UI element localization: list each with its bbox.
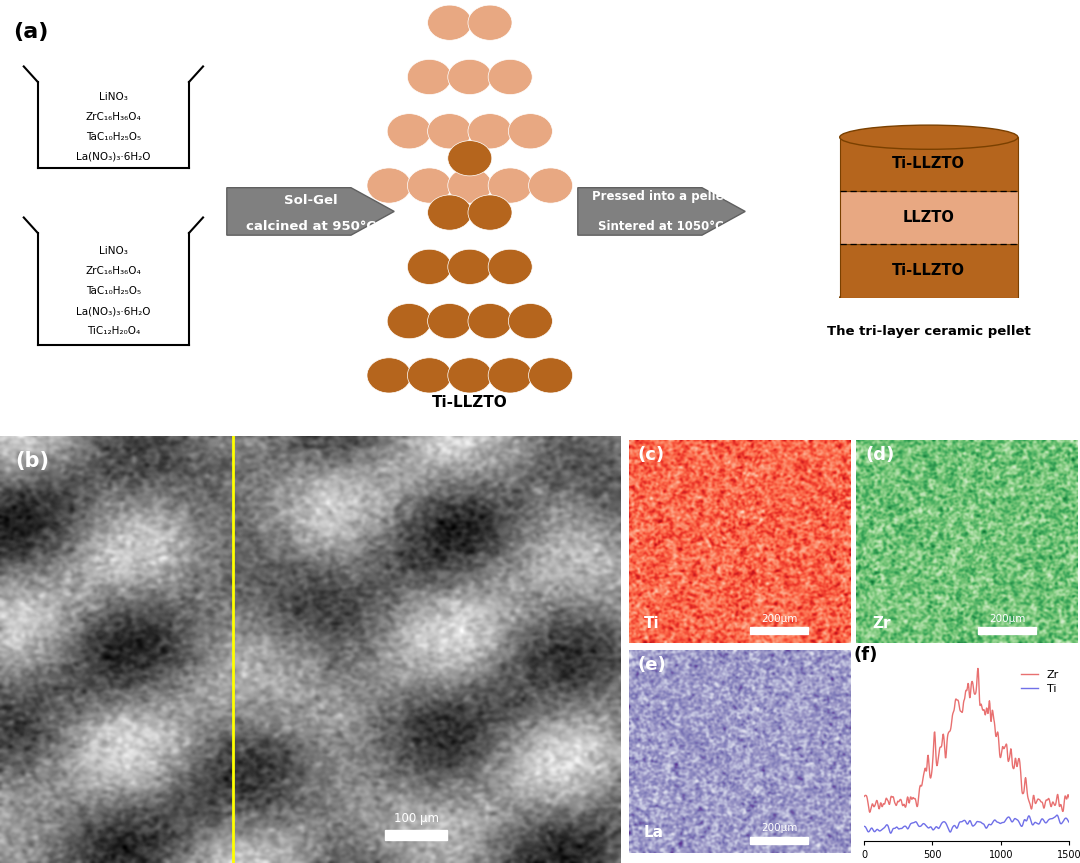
Zr xyxy=(981,703,994,714)
Ti xyxy=(1063,817,1076,828)
Circle shape xyxy=(407,60,451,95)
Circle shape xyxy=(468,195,512,230)
Circle shape xyxy=(428,5,472,41)
Ti xyxy=(957,816,970,826)
Circle shape xyxy=(388,114,431,148)
Circle shape xyxy=(509,114,552,148)
Zr xyxy=(957,702,970,712)
Circle shape xyxy=(448,358,491,393)
Text: The tri-layer ceramic pellet: The tri-layer ceramic pellet xyxy=(827,325,1030,338)
Bar xyxy=(751,627,808,633)
Text: LLZTO: LLZTO xyxy=(443,205,497,220)
FancyArrow shape xyxy=(227,188,394,236)
Circle shape xyxy=(428,114,472,148)
Text: La(NO₃)₃·6H₂O: La(NO₃)₃·6H₂O xyxy=(77,152,150,162)
Bar xyxy=(384,830,447,840)
Ti xyxy=(980,823,993,834)
Circle shape xyxy=(488,168,532,203)
Circle shape xyxy=(509,304,552,339)
Circle shape xyxy=(428,304,472,339)
Polygon shape xyxy=(834,298,1024,315)
Text: Ti-LLZTO: Ti-LLZTO xyxy=(892,156,966,172)
Line: Zr: Zr xyxy=(864,669,1069,812)
Text: (f): (f) xyxy=(854,646,878,664)
Text: Ti-LLZTO: Ti-LLZTO xyxy=(892,263,966,279)
Circle shape xyxy=(528,358,572,393)
Text: Sintered at 1050°C: Sintered at 1050°C xyxy=(598,219,724,233)
Text: TiC₁₂H₂₀O₄: TiC₁₂H₂₀O₄ xyxy=(86,326,140,336)
Text: (e): (e) xyxy=(637,656,666,674)
Circle shape xyxy=(468,5,512,41)
Text: LLZTO: LLZTO xyxy=(903,210,955,225)
Text: ZrC₁₆H₃₆O₄: ZrC₁₆H₃₆O₄ xyxy=(85,112,141,123)
Text: Zr: Zr xyxy=(872,616,890,631)
Text: (c): (c) xyxy=(637,446,664,464)
Circle shape xyxy=(488,358,532,393)
Circle shape xyxy=(367,358,411,393)
Ti xyxy=(969,819,982,829)
Zr xyxy=(971,664,984,674)
Zr xyxy=(1058,791,1071,801)
Circle shape xyxy=(388,304,431,339)
Circle shape xyxy=(528,168,572,203)
Legend: Zr, Ti: Zr, Ti xyxy=(1017,665,1064,698)
Text: 200μm: 200μm xyxy=(989,614,1025,624)
Circle shape xyxy=(367,168,411,203)
Text: (d): (d) xyxy=(865,446,894,464)
Text: Sol-Gel: Sol-Gel xyxy=(284,193,338,207)
Ti xyxy=(1051,810,1064,821)
Text: 200μm: 200μm xyxy=(761,823,797,834)
Text: ZrC₁₆H₃₆O₄: ZrC₁₆H₃₆O₄ xyxy=(85,267,141,276)
Circle shape xyxy=(448,60,491,95)
Text: (b): (b) xyxy=(15,450,50,470)
Text: La(NO₃)₃·6H₂O: La(NO₃)₃·6H₂O xyxy=(77,306,150,316)
Text: Ti-LLZTO: Ti-LLZTO xyxy=(432,395,508,410)
Zr xyxy=(956,707,969,717)
Zr xyxy=(863,807,876,817)
Text: LiNO₃: LiNO₃ xyxy=(99,247,127,256)
Text: Ti: Ti xyxy=(644,616,660,631)
Ti xyxy=(858,821,870,831)
Circle shape xyxy=(428,195,472,230)
Polygon shape xyxy=(840,137,1017,191)
Text: 100 μm: 100 μm xyxy=(393,811,438,824)
Circle shape xyxy=(468,304,512,339)
Circle shape xyxy=(448,249,491,285)
Circle shape xyxy=(448,141,491,176)
Text: 200μm: 200μm xyxy=(761,614,797,624)
Circle shape xyxy=(448,168,491,203)
Text: (a): (a) xyxy=(13,22,49,41)
Text: LiNO₃: LiNO₃ xyxy=(99,92,127,103)
Circle shape xyxy=(407,168,451,203)
Circle shape xyxy=(488,249,532,285)
Ti xyxy=(1058,813,1071,823)
Circle shape xyxy=(407,358,451,393)
Bar xyxy=(751,837,808,843)
Circle shape xyxy=(468,114,512,148)
Line: Ti: Ti xyxy=(864,816,1069,833)
Text: Pressed into a pellet: Pressed into a pellet xyxy=(592,190,730,204)
Text: TaC₁₀H₂₅O₅: TaC₁₀H₂₅O₅ xyxy=(85,132,141,142)
Bar xyxy=(978,627,1036,633)
FancyArrow shape xyxy=(578,188,745,236)
Zr xyxy=(1063,792,1076,803)
Ti xyxy=(956,816,969,827)
Zr xyxy=(1026,793,1039,803)
Circle shape xyxy=(407,249,451,285)
Text: calcined at 950°C: calcined at 950°C xyxy=(246,219,376,233)
Text: La: La xyxy=(644,826,664,841)
Polygon shape xyxy=(840,191,1017,244)
Ellipse shape xyxy=(840,286,1017,310)
Text: TaC₁₀H₂₅O₅: TaC₁₀H₂₅O₅ xyxy=(85,287,141,296)
Circle shape xyxy=(488,60,532,95)
Ti xyxy=(1026,820,1039,830)
Zr xyxy=(858,791,870,802)
Ellipse shape xyxy=(840,125,1017,149)
Polygon shape xyxy=(840,244,1017,298)
Zr xyxy=(969,689,982,699)
Ti xyxy=(885,828,897,838)
